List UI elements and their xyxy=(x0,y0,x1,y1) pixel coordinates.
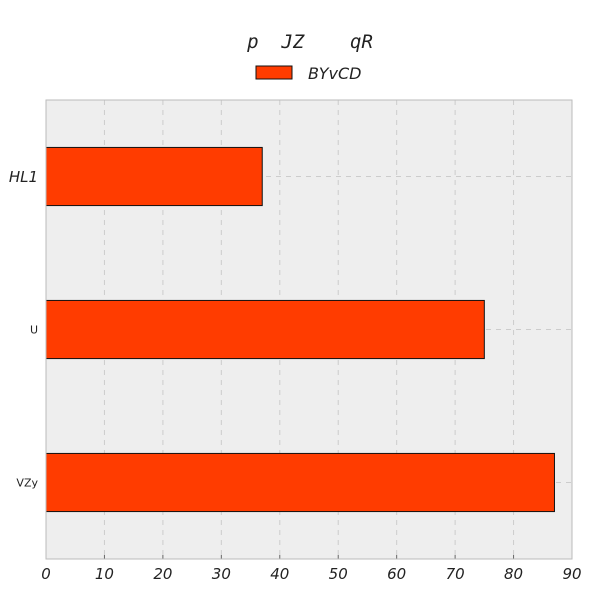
x-tick-label: 10 xyxy=(95,565,114,583)
x-tick-label: 90 xyxy=(562,565,581,583)
x-tick-label: 0 xyxy=(41,565,51,583)
y-tick-label: HL1 xyxy=(9,168,38,186)
x-tick-label: 80 xyxy=(504,565,523,583)
legend-swatch xyxy=(255,65,293,80)
bars xyxy=(45,146,555,513)
bar xyxy=(45,299,485,360)
x-axis: 0 10 20 30 40 50 60 70 80 90 xyxy=(41,555,582,583)
chart-title: p JZ qR xyxy=(246,31,373,53)
x-tick-label: 40 xyxy=(270,565,289,583)
x-tick-label: 70 xyxy=(446,565,465,583)
plot-frame xyxy=(45,99,573,560)
bar xyxy=(45,146,263,207)
y-axis: HL1 U VZy xyxy=(9,168,39,490)
bar xyxy=(45,452,555,513)
x-tick-label: 50 xyxy=(329,565,348,583)
x-tick-label: 20 xyxy=(153,565,172,583)
legend-label: BYvCD xyxy=(308,64,361,83)
y-tick-label: VZy xyxy=(16,476,38,489)
legend: BYvCD xyxy=(255,64,361,83)
y-tick-label: U xyxy=(30,323,38,336)
x-tick-label: 30 xyxy=(212,565,231,583)
x-tick-label: 60 xyxy=(387,565,406,583)
